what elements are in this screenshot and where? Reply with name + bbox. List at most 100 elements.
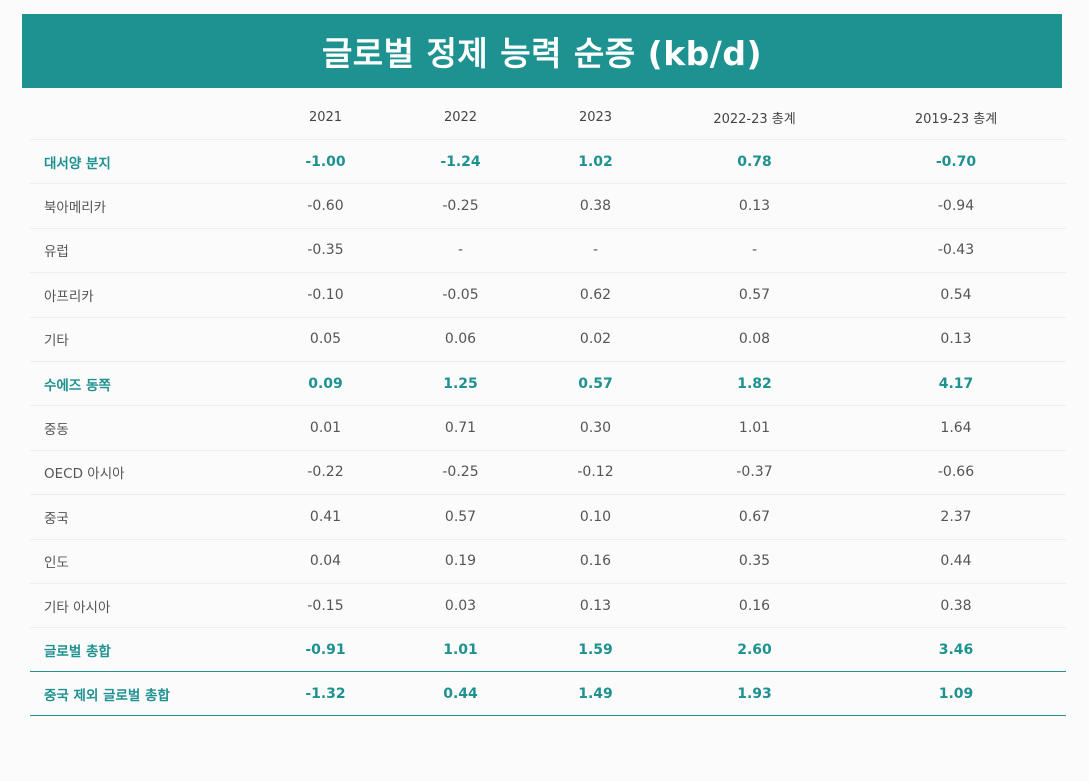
- table-cell: 0.38: [528, 183, 663, 229]
- table-row: 중동 0.01 0.71 0.30 1.01 1.64: [30, 405, 1066, 451]
- table-cell: 0.05: [258, 317, 393, 362]
- table-cell: 0.78: [663, 139, 846, 185]
- table-row: 기타 아시아 -0.15 0.03 0.13 0.16 0.38: [30, 583, 1066, 629]
- row-label: 기타 아시아: [30, 583, 258, 629]
- table-cell: 1.01: [393, 627, 528, 673]
- table-container: 2021 2022 2023 2022-23 총계 2019-23 총계 대서양 분지 -…: [30, 95, 1066, 717]
- table-cell: -0.60: [258, 183, 393, 229]
- table-cell: 1.82: [663, 361, 846, 407]
- table-cell: 0.06: [393, 317, 528, 362]
- column-header: 2021: [258, 95, 393, 140]
- total-row: 글로벌 총합 -0.91 1.01 1.59 2.60 3.46: [30, 627, 1066, 673]
- table-cell: -0.35: [258, 228, 393, 274]
- table-cell: -0.25: [393, 450, 528, 496]
- column-header-region: [30, 95, 258, 140]
- table-cell: 0.13: [846, 317, 1066, 362]
- table-cell: -0.43: [846, 228, 1066, 274]
- table-cell: 1.01: [663, 405, 846, 451]
- table-cell: 0.44: [393, 671, 528, 717]
- table-cell: 1.59: [528, 627, 663, 673]
- table-row: 유럽 -0.35- - - -0.43: [30, 228, 1066, 274]
- table-cell: 0.57: [663, 272, 846, 318]
- row-label: 중동: [30, 405, 258, 451]
- table-cell: 0.02: [528, 317, 663, 362]
- row-label: 대서양 분지: [30, 139, 258, 185]
- table-cell: 1.25: [393, 361, 528, 407]
- column-header: 2023: [528, 95, 663, 140]
- row-label: 수에즈 동쪽: [30, 361, 258, 407]
- table-cell: -0.25: [393, 183, 528, 229]
- table-cell: -0.10: [258, 272, 393, 318]
- row-label: 기타: [30, 317, 258, 362]
- title-banner: 글로벌 정제 능력 순증 (kb/d): [22, 14, 1062, 88]
- region-group-row: 대서양 분지 -1.00 -1.24 1.02 0.78 -0.70: [30, 139, 1066, 185]
- table-cell: 0.71: [393, 405, 528, 451]
- table-cell: 0.13: [663, 183, 846, 229]
- table-header-row: 2021 2022 2023 2022-23 총계 2019-23 총계: [30, 95, 1066, 140]
- table-row: 북아메리카 -0.60 -0.25 0.38 0.13 -0.94: [30, 183, 1066, 229]
- table-cell: 0.08: [663, 317, 846, 362]
- table-row: 아프리카 -0.10 -0.05 0.62 0.57 0.54: [30, 272, 1066, 318]
- table-cell: 0.13: [528, 583, 663, 629]
- table-cell: 2.37: [846, 494, 1066, 540]
- row-label: 중국 제외 글로벌 총합: [30, 671, 258, 717]
- table-cell: -0.05: [393, 272, 528, 318]
- table-cell: 0.19: [393, 539, 528, 584]
- column-header: 2022-23 총계: [663, 95, 846, 140]
- table-cell: 0.41: [258, 494, 393, 540]
- table-cell: 0.03: [393, 583, 528, 629]
- table-cell: -1.32: [258, 671, 393, 717]
- table-cell: 1.93: [663, 671, 846, 717]
- table-cell: 0.16: [528, 539, 663, 584]
- table-cell: 2.60: [663, 627, 846, 673]
- row-label: 중국: [30, 494, 258, 540]
- column-header: 2019-23 총계: [846, 95, 1066, 140]
- table-cell: 0.35: [663, 539, 846, 584]
- table-cell: 0.57: [393, 494, 528, 540]
- table-cell: 0.16: [663, 583, 846, 629]
- table-cell: 0.44: [846, 539, 1066, 584]
- table-cell: -0.22: [258, 450, 393, 496]
- row-label: 글로벌 총합: [30, 627, 258, 673]
- row-label: OECD 아시아: [30, 450, 258, 496]
- table-cell: 1.02: [528, 139, 663, 185]
- table-cell: 1.49: [528, 671, 663, 717]
- table-cell: -: [528, 228, 663, 274]
- row-label: 유럽: [30, 228, 258, 274]
- table-cell: 0.67: [663, 494, 846, 540]
- table-cell: 0.09: [258, 361, 393, 407]
- table-row: 인도 0.04 0.19 0.16 0.35 0.44: [30, 539, 1066, 584]
- table-cell: -0.15: [258, 583, 393, 629]
- table-cell: -0.66: [846, 450, 1066, 496]
- table-cell: 0.04: [258, 539, 393, 584]
- table-cell: -1.00: [258, 139, 393, 185]
- table-cell: 0.10: [528, 494, 663, 540]
- table-cell: -0.12: [528, 450, 663, 496]
- table-row: 기타 0.05 0.06 0.02 0.08 0.13: [30, 317, 1066, 362]
- table-cell: -0.70: [846, 139, 1066, 185]
- table-cell: 4.17: [846, 361, 1066, 407]
- table-cell: 0.62: [528, 272, 663, 318]
- page-title: 글로벌 정제 능력 순증 (kb/d): [321, 34, 763, 73]
- table-cell: -1.24: [393, 139, 528, 185]
- table-cell: -0.37: [663, 450, 846, 496]
- column-header: 2022: [393, 95, 528, 140]
- table-body: 대서양 분지 -1.00 -1.24 1.02 0.78 -0.70 북아메리카 -0.60-…: [30, 139, 1066, 717]
- table-cell: 1.64: [846, 405, 1066, 451]
- region-group-row: 수에즈 동쪽 0.09 1.25 0.57 1.82 4.17: [30, 361, 1066, 407]
- table-cell: -0.94: [846, 183, 1066, 229]
- table-row: 중국 0.41 0.57 0.10 0.67 2.37: [30, 494, 1066, 540]
- total-row: 중국 제외 글로벌 총합 -1.32 0.44 1.49 1.93 1.09: [30, 671, 1066, 717]
- table-cell: 0.57: [528, 361, 663, 407]
- refining-capacity-table: 2021 2022 2023 2022-23 총계 2019-23 총계 대서양 분지 -…: [30, 95, 1066, 717]
- table-cell: 0.54: [846, 272, 1066, 318]
- table-cell: 0.30: [528, 405, 663, 451]
- row-label: 아프리카: [30, 272, 258, 318]
- table-row: OECD 아시아 -0.22 -0.25 -0.12 -0.37 -0.66: [30, 450, 1066, 496]
- table-cell: -: [663, 228, 846, 274]
- table-cell: -0.91: [258, 627, 393, 673]
- table-cell: 1.09: [846, 671, 1066, 717]
- table-cell: -: [393, 228, 528, 274]
- row-label: 북아메리카: [30, 183, 258, 229]
